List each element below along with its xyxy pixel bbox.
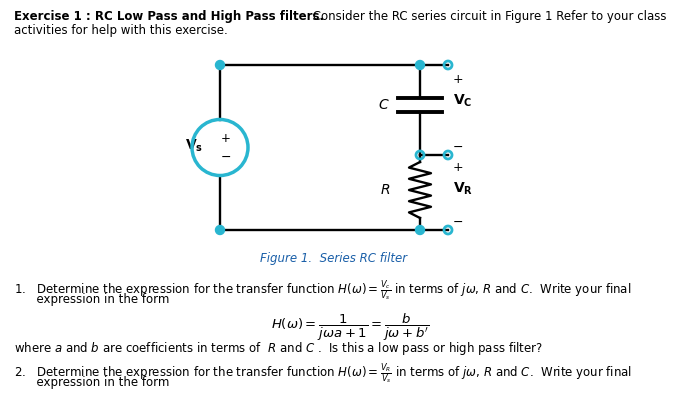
- Text: −: −: [453, 141, 463, 154]
- Text: +: +: [221, 132, 231, 145]
- Text: activities for help with this exercise.: activities for help with this exercise.: [14, 24, 228, 37]
- Text: Figure 1.  Series RC filter: Figure 1. Series RC filter: [260, 252, 407, 265]
- Circle shape: [216, 225, 225, 234]
- Text: $\mathbf{V_R}$: $\mathbf{V_R}$: [453, 181, 473, 198]
- Text: +: +: [453, 73, 463, 86]
- Text: 1.   Determine the expression for the transfer function $H(\omega) = \frac{V_c}{: 1. Determine the expression for the tran…: [14, 278, 631, 303]
- Text: $H(\omega) = \dfrac{1}{j\omega a+1} = \dfrac{b}{j\omega+b^{\prime}}$: $H(\omega) = \dfrac{1}{j\omega a+1} = \d…: [271, 311, 429, 343]
- Text: −: −: [453, 216, 463, 229]
- Text: 2.   Determine the expression for the transfer function $H(\omega) = \frac{V_R}{: 2. Determine the expression for the tran…: [14, 361, 632, 386]
- Text: Exercise 1 : RC Low Pass and High Pass filters.: Exercise 1 : RC Low Pass and High Pass f…: [14, 10, 324, 23]
- Text: $R$: $R$: [379, 183, 390, 197]
- Text: where $a$ and $b$ are coefficients in terms of  $R$ and $C$ .  Is this a low pas: where $a$ and $b$ are coefficients in te…: [14, 340, 542, 357]
- Text: $\mathbf{V_s}$: $\mathbf{V_s}$: [185, 137, 203, 154]
- Text: expression in the form: expression in the form: [14, 376, 169, 389]
- Text: −: −: [220, 151, 231, 164]
- Circle shape: [416, 61, 424, 70]
- Text: $C$: $C$: [379, 98, 390, 112]
- Circle shape: [416, 225, 424, 234]
- Text: Consider the RC series circuit in Figure 1 Refer to your class: Consider the RC series circuit in Figure…: [309, 10, 666, 23]
- Text: $\mathbf{V_C}$: $\mathbf{V_C}$: [453, 93, 473, 109]
- Text: expression in the form: expression in the form: [14, 293, 169, 306]
- Text: +: +: [453, 161, 463, 174]
- Circle shape: [216, 61, 225, 70]
